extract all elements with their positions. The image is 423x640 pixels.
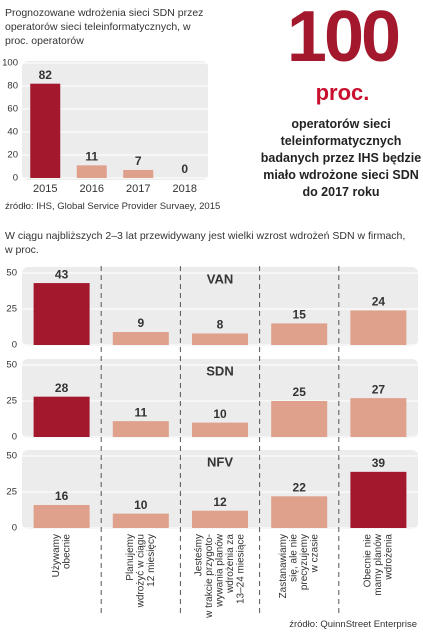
x-tick-label: Jesteśmy (194, 534, 205, 576)
y-tick-label: 100 (2, 58, 18, 69)
value-label: 24 (372, 295, 386, 309)
x-tick-label: się, ale nie (289, 534, 300, 582)
value-label: 11 (85, 150, 98, 164)
value-label: 10 (134, 498, 148, 512)
value-label: 11 (134, 405, 147, 419)
plot-background (22, 61, 208, 180)
bar (271, 496, 328, 528)
bar (350, 471, 407, 528)
value-label: 82 (39, 68, 53, 82)
x-tick-label: 2015 (33, 183, 57, 195)
x-tick-label: 2018 (173, 183, 197, 195)
value-label: 7 (135, 154, 142, 168)
bar (112, 421, 169, 437)
source: źródło: IHS, Global Service Provider Sur… (5, 201, 221, 212)
bar (33, 283, 90, 345)
y-tick-label: 0 (13, 173, 18, 184)
bar (30, 83, 61, 178)
panel-title: NFV (207, 454, 233, 469)
y-tick-label: 0 (12, 340, 17, 351)
value-label: 8 (217, 318, 224, 332)
bar (33, 504, 90, 528)
bar (350, 398, 407, 437)
x-tick-label: 2017 (126, 183, 150, 195)
bar (271, 323, 328, 345)
callout-number: 100 (286, 0, 401, 77)
x-tick-label: mamy planów (373, 533, 384, 595)
bar (350, 310, 407, 345)
x-tick-label: Planujemy (125, 534, 136, 581)
x-tick-label: w trakcie przygoto- (204, 534, 215, 619)
value-label: 15 (293, 308, 307, 322)
bar (123, 169, 154, 178)
x-tick-label: wdrożenia za (225, 534, 236, 594)
y-tick-label: 20 (7, 150, 18, 161)
y-tick-label: 25 (6, 304, 17, 315)
y-tick-label: 80 (7, 81, 18, 92)
bar (112, 513, 169, 528)
value-label: 39 (372, 456, 386, 470)
panel-title: VAN (207, 271, 233, 286)
x-tick-label: Używamy (51, 534, 62, 577)
x-tick-label: Obecnie nie (363, 534, 374, 588)
bar (192, 510, 248, 528)
y-tick-label: 0 (12, 432, 17, 443)
callout-text: operatorów sieci teleinformatycznych bad… (260, 117, 422, 199)
panel-title: SDN (206, 363, 233, 378)
x-tick-label: 13–24 miesiące (236, 534, 247, 604)
value-label: 27 (372, 382, 386, 396)
y-tick-label: 60 (7, 104, 18, 115)
value-label: 0 (181, 162, 188, 176)
x-tick-label: wdrożenia (384, 534, 395, 581)
value-label: 9 (137, 316, 144, 330)
x-tick-label: 12 miesięcy (146, 534, 157, 587)
y-tick-label: 0 (12, 523, 17, 534)
x-tick-label: obecnie (61, 534, 72, 569)
bar (271, 401, 328, 437)
x-tick-label: Zastanawiamy (278, 534, 289, 598)
value-label: 43 (55, 267, 69, 281)
value-label: 12 (213, 495, 227, 509)
source: źródło: QuinnStreet Enterprise (289, 619, 417, 630)
value-label: 16 (55, 489, 69, 503)
bar (76, 165, 107, 178)
x-tick-label: 2016 (80, 183, 104, 195)
y-tick-label: 40 (7, 127, 18, 138)
value-label: 22 (293, 480, 307, 494)
y-tick-label: 50 (6, 360, 17, 371)
bar (192, 422, 248, 437)
callout-unit: proc. (315, 80, 370, 105)
y-tick-label: 50 (6, 451, 17, 462)
x-tick-label: w czasie (310, 534, 321, 574)
bar (192, 333, 248, 345)
bar (33, 396, 90, 437)
y-tick-label: 50 (6, 268, 17, 279)
y-tick-label: 25 (6, 487, 17, 498)
value-label: 10 (213, 407, 227, 421)
chart-title: Prognozowane wdrożenia sieci SDN przez o… (5, 7, 204, 47)
x-tick-label: wdrożyć w ciągu (135, 534, 146, 608)
chart-title: W ciągu najbliższych 2–3 lat przewidywan… (5, 230, 406, 256)
value-label: 28 (55, 381, 69, 395)
bar (112, 332, 169, 345)
y-tick-label: 25 (6, 396, 17, 407)
x-tick-label: precyzujemy (299, 534, 310, 590)
x-tick-label: wywania planów (215, 533, 226, 608)
value-label: 25 (293, 385, 307, 399)
